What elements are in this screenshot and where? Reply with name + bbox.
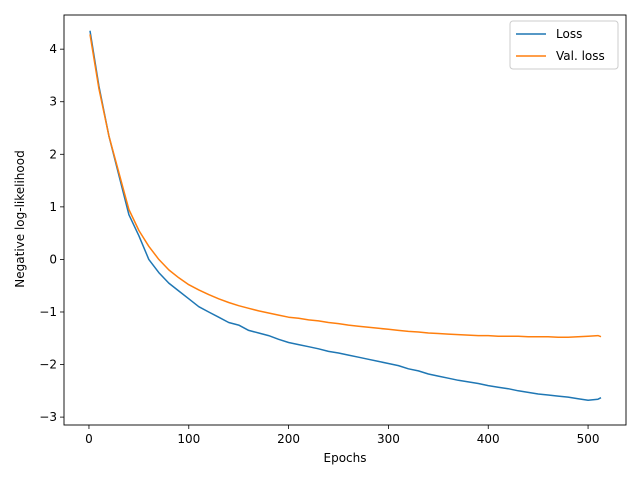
series-line-loss (89, 30, 602, 402)
series-lines (89, 30, 602, 402)
x-tick-label: 0 (85, 432, 93, 446)
x-tick-label: 300 (377, 432, 400, 446)
y-tick-label: 1 (49, 200, 57, 214)
y-tick-label: −2 (39, 358, 57, 372)
x-tick-label: 200 (277, 432, 300, 446)
legend-label-val-loss: Val. loss (556, 49, 605, 63)
y-tick-label: −1 (39, 305, 57, 319)
y-tick-label: 3 (49, 95, 57, 109)
x-tick-label: 500 (577, 432, 600, 446)
x-tick-label: 100 (177, 432, 200, 446)
y-axis-label: Negative log-likelihood (13, 150, 27, 287)
series-line-val-loss (89, 34, 602, 338)
y-tick-label: 2 (49, 147, 57, 161)
x-tick-label: 400 (477, 432, 500, 446)
x-axis-label: Epochs (324, 451, 367, 465)
legend: Loss Val. loss (509, 20, 619, 70)
legend-label-loss: Loss (556, 27, 582, 41)
plot-frame (63, 14, 627, 426)
y-axis: −3 −2 −1 0 1 2 3 4 (39, 42, 64, 424)
y-tick-label: −3 (39, 410, 57, 424)
legend-box (509, 20, 619, 70)
x-axis: 0 100 200 300 400 500 (85, 425, 600, 446)
y-tick-label: 4 (49, 42, 57, 56)
y-tick-label: 0 (49, 252, 57, 266)
